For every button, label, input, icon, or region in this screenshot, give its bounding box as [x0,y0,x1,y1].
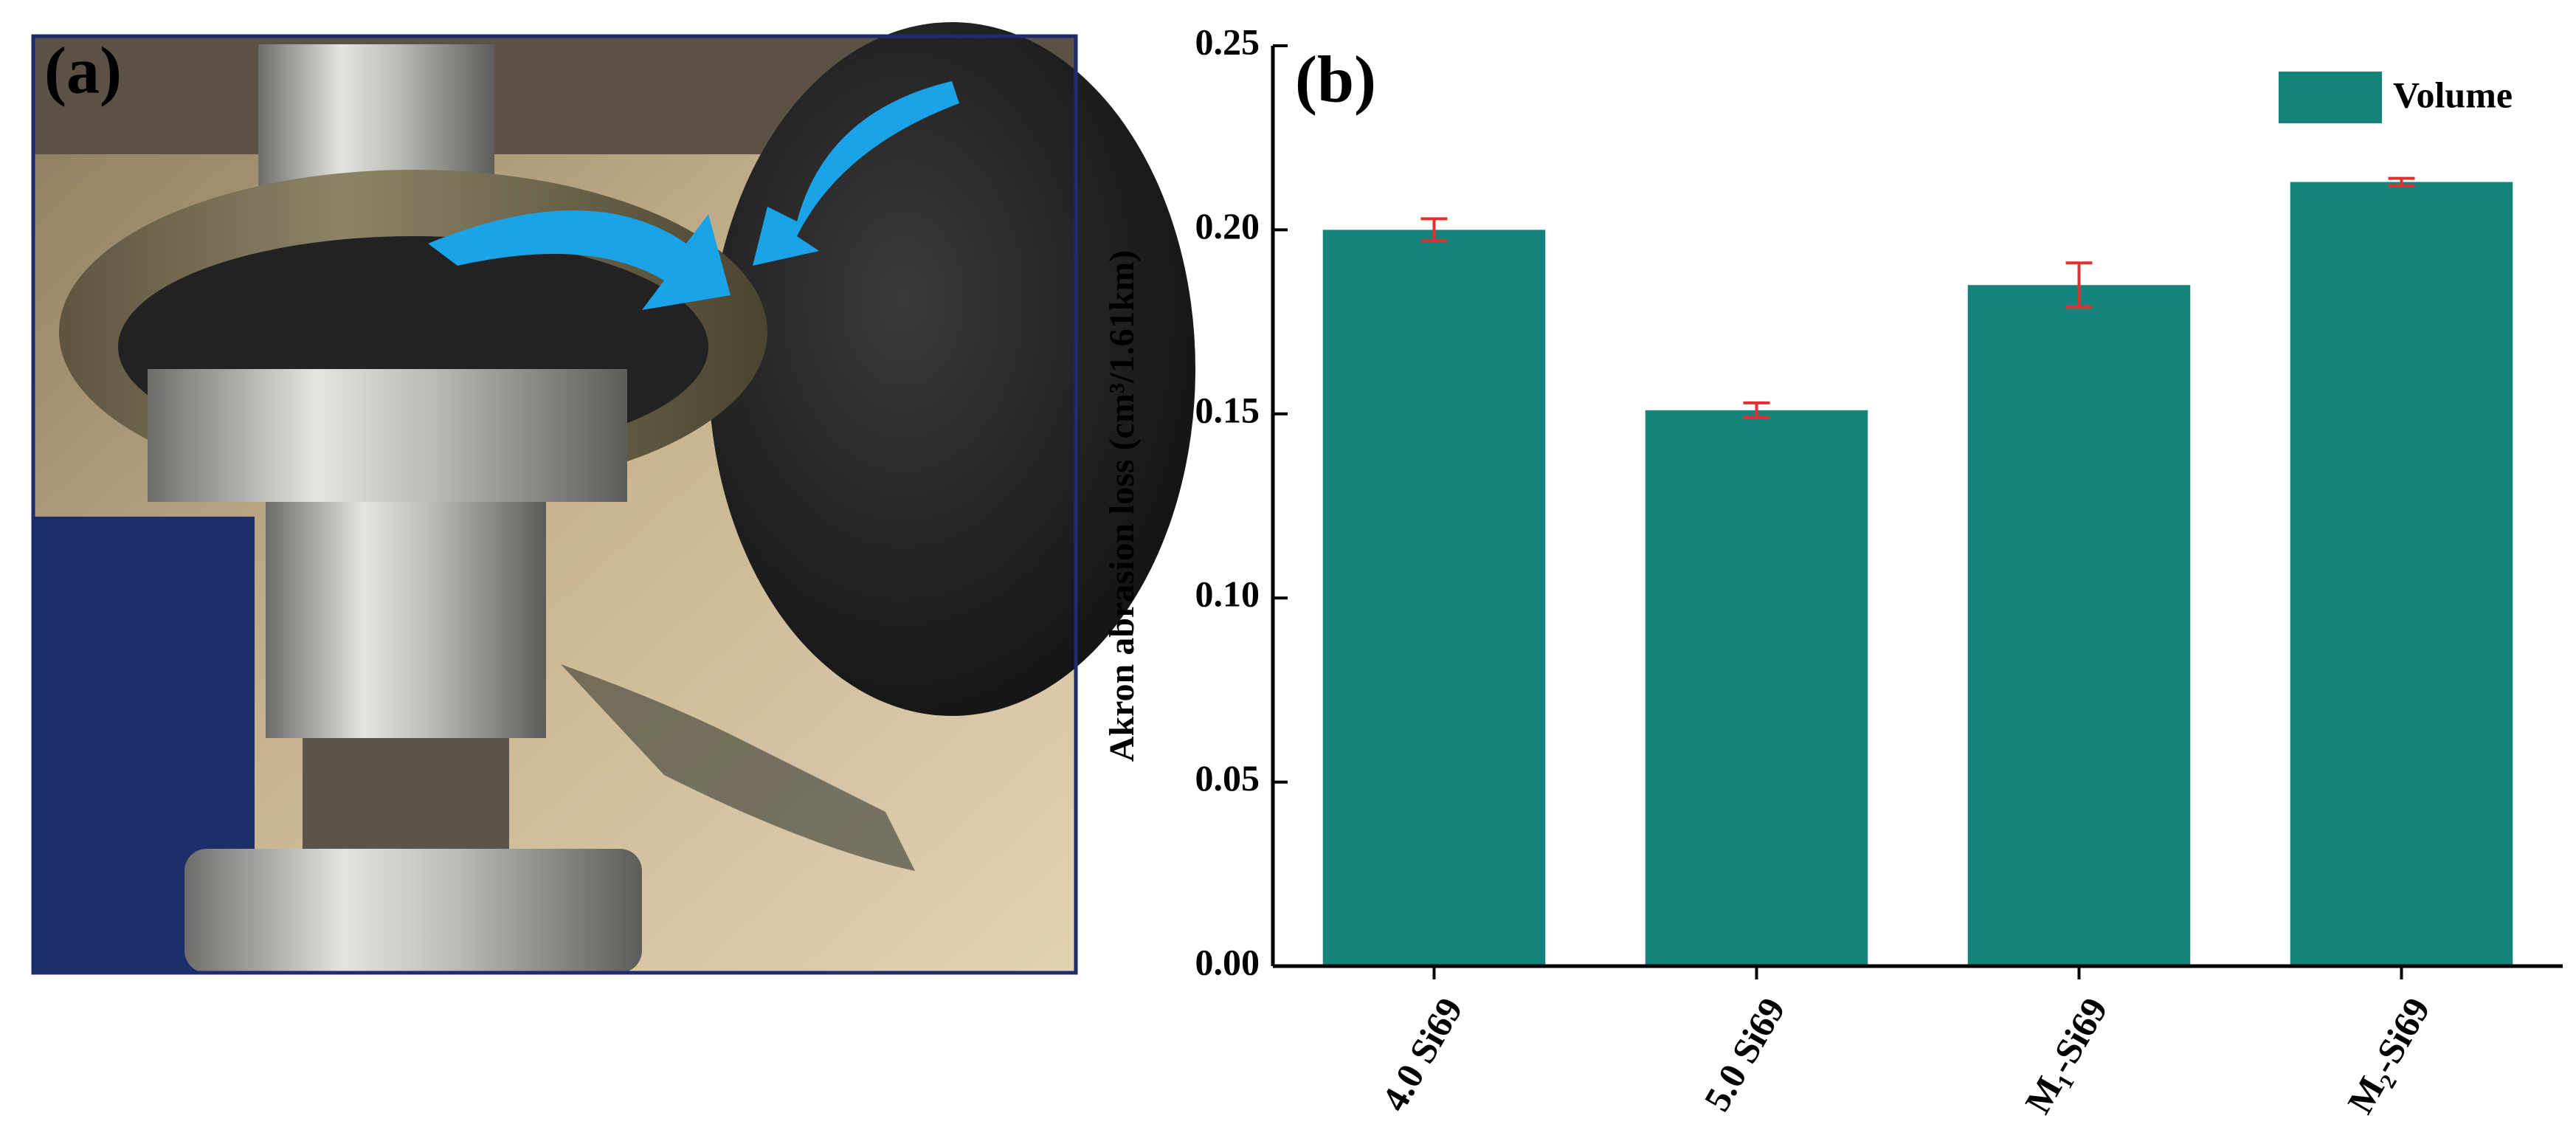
y-tick-label: 0.05 [1195,757,1260,799]
chart: 0.00 0.05 0.10 0.15 0.20 0.25 (b) Akron abrasio… [1102,21,2563,1120]
y-axis-label: Akron abrasion loss (cm³/1.61km) [1102,250,1142,762]
photo: (a) [31,22,1195,975]
y-tick-label: 0.20 [1195,205,1260,247]
bar [1322,230,1546,966]
error-bar [1420,217,1448,243]
panel-label: (a) [44,35,122,108]
legend-label: Volume [2393,74,2513,115]
y-tick-label: 0.00 [1195,941,1260,982]
y-tick-label: 0.10 [1195,573,1260,615]
panel-label: (b) [1295,44,1376,117]
error-bar [1743,401,1770,419]
y-tick-label: 0.25 [1195,21,1260,62]
error-bar [2388,176,2415,187]
x-tick-label: M₂-Si69 [2339,990,2438,1120]
bar [1645,410,1868,966]
x-tick-label: 5.0 Si69 [1696,990,1793,1117]
x-tick-label: 4.0 Si69 [1373,990,1471,1117]
bar [1967,285,2191,967]
error-bar [2065,261,2093,309]
bar [2290,182,2513,966]
y-tick-label: 0.15 [1195,389,1260,430]
legend-swatch [2279,72,2382,123]
x-tick-label: M₁-Si69 [2017,990,2116,1120]
